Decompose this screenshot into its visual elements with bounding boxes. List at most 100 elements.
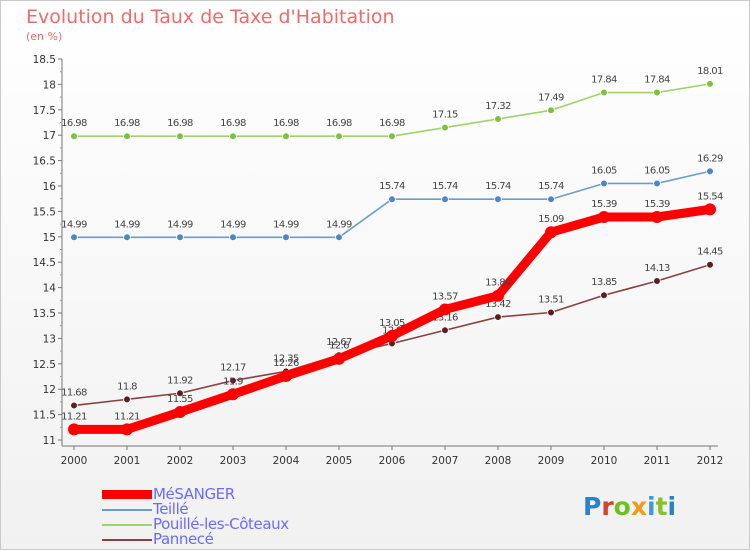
data-label: 16.05 [591, 165, 617, 176]
x-tick-label: 2010 [591, 455, 618, 467]
data-label: 14.99 [61, 219, 87, 230]
data-point [70, 233, 78, 242]
data-point [441, 123, 449, 132]
series-mesanger: 11.21 11.21 11.55 11.9 12.26 12.6 13.05 13.57 13… [61, 191, 724, 436]
y-tick-label: 15.5 [33, 206, 56, 218]
data-point [600, 88, 608, 97]
data-point [335, 132, 343, 141]
legend-swatch [102, 524, 152, 526]
data-point [176, 132, 184, 141]
data-label: 12.17 [220, 363, 246, 374]
data-label: 14.99 [167, 219, 193, 230]
data-label: 16.98 [220, 118, 246, 129]
x-tick-label: 2002 [167, 455, 194, 467]
data-point [706, 260, 714, 269]
data-label: 12.67 [326, 337, 352, 348]
data-label: 15.74 [432, 181, 458, 192]
data-point [494, 313, 502, 321]
data-label: 15.39 [591, 199, 617, 210]
y-tick-label: 16.5 [33, 156, 56, 168]
y-tick-label: 11.5 [33, 410, 56, 422]
y-tick-label: 12.5 [33, 359, 56, 371]
x-tick-label: 2012 [697, 455, 724, 467]
data-point [600, 291, 608, 300]
data-point [441, 195, 449, 204]
y-tick-label: 15 [43, 232, 56, 244]
data-point [176, 389, 184, 398]
y-tick-label: 18 [43, 79, 56, 91]
data-point [492, 289, 504, 302]
data-point [174, 406, 186, 419]
logo-letter: x [630, 492, 647, 521]
data-label: 13.84 [485, 278, 511, 289]
data-point [706, 167, 714, 176]
data-point [653, 179, 661, 188]
data-label: 17.15 [432, 110, 458, 121]
data-point [704, 203, 716, 216]
x-tick-label: 2000 [61, 455, 88, 467]
y-tick-label: 17.5 [33, 105, 56, 117]
data-point [229, 376, 237, 385]
proxiti-logo: Proxiti [583, 492, 676, 521]
data-point [545, 226, 557, 239]
x-tick-label: 2007 [432, 455, 459, 467]
data-label: 13.05 [379, 318, 405, 329]
logo-letter: i [647, 492, 656, 521]
data-label: 15.74 [485, 181, 511, 192]
data-point [439, 303, 451, 316]
data-label: 15.09 [538, 214, 564, 225]
y-tick-label: 13.5 [33, 308, 56, 320]
data-point [282, 132, 290, 141]
data-point [653, 277, 661, 285]
data-label: 15.54 [697, 191, 723, 202]
data-point [227, 388, 239, 401]
logo-letter: P [583, 492, 602, 521]
legend-item: MéSANGER [102, 485, 322, 503]
legend-swatch [102, 490, 152, 499]
data-point [547, 308, 555, 317]
data-point [388, 132, 396, 141]
data-label: 14.99 [114, 219, 140, 230]
data-point [229, 132, 237, 141]
data-point [547, 195, 555, 204]
data-point [70, 401, 78, 410]
data-point [333, 352, 345, 365]
y-tick-label: 14 [43, 283, 57, 295]
series-teille: 14.99 14.99 14.99 14.99 14.99 14.99 15.74 15.74… [61, 153, 724, 242]
data-point [335, 233, 343, 242]
data-point [653, 88, 661, 97]
data-label: 11.92 [167, 375, 193, 386]
data-label: 16.29 [697, 153, 723, 164]
data-label: 16.98 [379, 118, 405, 129]
legend-label: Teillé [153, 500, 189, 518]
legend-item: Teillé [102, 500, 322, 518]
legend-label: Pouillé-les-Côteaux [153, 515, 289, 533]
data-label: 13.42 [485, 299, 511, 310]
data-point [176, 233, 184, 242]
data-label: 11.8 [117, 381, 137, 392]
data-label: 11.21 [61, 411, 87, 422]
legend-swatch [102, 539, 152, 541]
legend-item: Pouillé-les-Côteaux [102, 515, 322, 533]
x-tick-label: 2001 [114, 455, 141, 467]
data-label: 16.98 [167, 118, 193, 129]
data-point [494, 195, 502, 204]
data-point [441, 326, 449, 335]
data-label: 12.26 [273, 358, 299, 369]
data-label: 17.32 [485, 101, 511, 112]
legend-label: Pannecé [153, 530, 214, 548]
x-tick-label: 2004 [273, 455, 300, 467]
data-point [494, 115, 502, 123]
data-point [282, 233, 290, 242]
data-label: 11.21 [114, 411, 140, 422]
y-tick-label: 14.5 [33, 257, 56, 269]
data-point [123, 132, 131, 141]
x-tick-label: 2008 [485, 455, 512, 467]
y-tick-label: 18.5 [33, 54, 56, 66]
logo-letter: r [601, 492, 614, 521]
data-label: 14.99 [326, 219, 352, 230]
data-label: 13.51 [538, 294, 564, 305]
x-tick-label: 2005 [326, 455, 353, 467]
